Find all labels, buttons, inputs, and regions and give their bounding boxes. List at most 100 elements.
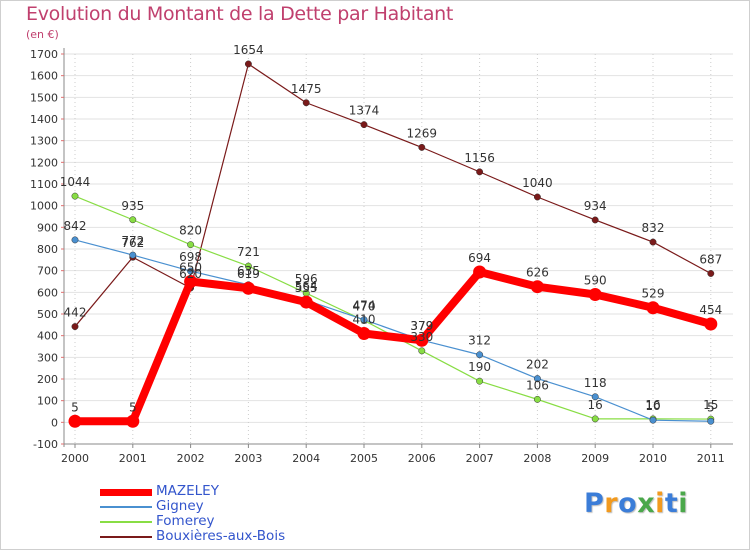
y-tick-label: -100 xyxy=(33,438,58,451)
data-point xyxy=(415,333,429,347)
data-point xyxy=(649,238,657,246)
data-point xyxy=(476,168,484,176)
y-tick-label: 200 xyxy=(37,373,58,386)
data-label: 619 xyxy=(237,267,260,281)
data-label: 15 xyxy=(703,398,718,412)
data-label: 564 xyxy=(295,279,318,293)
data-label: 454 xyxy=(699,303,722,317)
y-tick-label: 400 xyxy=(37,330,58,343)
data-point xyxy=(71,236,79,244)
data-label: 529 xyxy=(642,287,665,301)
y-tick-label: 1300 xyxy=(30,135,58,148)
data-point xyxy=(530,280,544,294)
y-tick-label: 1400 xyxy=(30,113,58,126)
data-point xyxy=(591,415,599,423)
data-point xyxy=(302,99,310,107)
series-line-bouxi-res-aux-bois xyxy=(74,63,712,328)
x-tick-label: 2004 xyxy=(292,452,320,465)
data-label: 442 xyxy=(64,306,87,320)
data-label: 410 xyxy=(353,313,376,327)
x-tick-label: 2008 xyxy=(523,452,551,465)
data-point xyxy=(588,288,602,301)
data-label: 16 xyxy=(588,398,603,412)
data-label: 620 xyxy=(179,267,202,281)
legend-label: Gigney xyxy=(156,498,204,514)
y-tick-label: 500 xyxy=(37,308,58,321)
data-point xyxy=(184,275,198,288)
data-point xyxy=(357,327,371,340)
logo-letter: o xyxy=(618,488,638,519)
data-point xyxy=(591,216,599,224)
chart-subtitle: (en €) xyxy=(26,28,59,41)
data-label: 106 xyxy=(526,378,549,392)
y-tick-label: 1100 xyxy=(30,178,58,191)
data-point xyxy=(649,416,657,424)
data-label: 694 xyxy=(468,251,491,265)
data-point xyxy=(299,295,313,309)
x-tick-label: 2009 xyxy=(581,452,609,465)
logo-letter: r xyxy=(604,488,619,519)
data-label: 698 xyxy=(179,250,202,264)
logo-letter: P xyxy=(584,488,605,519)
y-tick-label: 300 xyxy=(37,351,58,364)
data-point xyxy=(418,347,426,355)
logo-letter: i xyxy=(678,488,689,519)
logo-letter: i xyxy=(655,488,665,519)
x-tick-label: 2000 xyxy=(61,452,89,465)
data-label: 1044 xyxy=(60,175,91,189)
data-label: 379 xyxy=(410,319,433,333)
data-label: 832 xyxy=(642,221,665,235)
data-label: 5 xyxy=(71,400,79,414)
data-label: 842 xyxy=(64,219,87,233)
y-tick-label: 700 xyxy=(37,265,58,278)
data-label: 379 xyxy=(410,319,433,333)
data-point xyxy=(704,317,718,331)
data-point xyxy=(707,270,715,277)
legend-swatch xyxy=(100,521,152,523)
x-tick-label: 2011 xyxy=(697,452,725,465)
data-label: 687 xyxy=(699,252,722,266)
y-tick-label: 1200 xyxy=(30,156,58,169)
data-label: 596 xyxy=(295,272,318,286)
legend-label: Fomerey xyxy=(156,513,215,529)
data-label: 118 xyxy=(584,376,607,390)
data-point xyxy=(360,121,368,129)
chart-title: Evolution du Montant de la Dette par Hab… xyxy=(26,3,454,25)
data-point xyxy=(476,351,484,359)
data-point xyxy=(129,216,137,224)
data-label: 762 xyxy=(121,236,144,250)
logo-letter: x xyxy=(637,488,656,519)
x-tick-label: 2002 xyxy=(177,452,205,465)
data-point xyxy=(68,414,82,428)
data-point xyxy=(533,375,541,383)
data-label: 1374 xyxy=(349,104,380,118)
logo-letter: t xyxy=(664,488,679,519)
data-label: 16 xyxy=(645,398,660,412)
data-point xyxy=(360,316,368,324)
data-label: 474 xyxy=(353,299,376,313)
y-tick-label: 1700 xyxy=(30,48,58,61)
data-label: 1269 xyxy=(407,126,438,140)
data-label: 312 xyxy=(468,334,491,348)
x-tick-label: 2005 xyxy=(350,452,378,465)
data-label: 935 xyxy=(121,199,144,213)
data-point xyxy=(707,417,715,425)
data-label: 934 xyxy=(584,199,607,213)
proxiti-logo: Proxiti xyxy=(584,488,688,519)
data-point xyxy=(71,323,79,331)
data-label: 1475 xyxy=(291,82,322,96)
data-point xyxy=(187,267,195,275)
data-label: 1156 xyxy=(464,151,495,165)
data-label: 330 xyxy=(410,330,433,344)
data-label: 5 xyxy=(707,400,715,414)
data-point xyxy=(533,395,541,403)
x-tick-label: 2010 xyxy=(639,452,667,465)
data-point xyxy=(473,265,487,279)
legend-swatch xyxy=(100,489,152,496)
y-tick-label: 100 xyxy=(37,395,58,408)
data-point xyxy=(646,301,660,315)
data-point xyxy=(241,281,255,295)
x-tick-label: 2003 xyxy=(234,452,262,465)
y-tick-label: 1000 xyxy=(30,200,58,213)
